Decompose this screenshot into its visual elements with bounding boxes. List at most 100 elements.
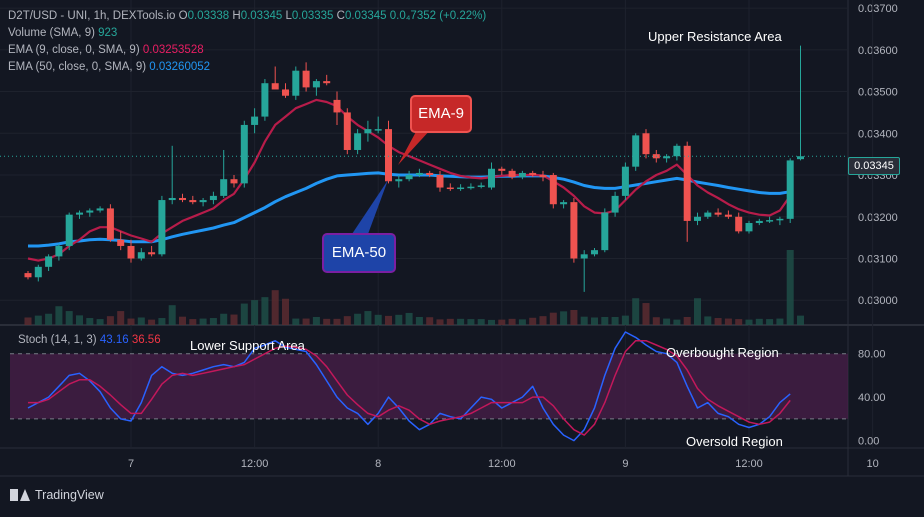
- candle-body: [220, 179, 228, 196]
- volume-bar: [724, 318, 732, 325]
- volume-bar: [766, 319, 774, 325]
- time-tick-label: 12:00: [241, 458, 269, 470]
- candle-body: [271, 83, 279, 90]
- volume-bar: [776, 318, 784, 325]
- price-tick-label: 0.03200: [858, 212, 898, 224]
- candle-body: [776, 218, 784, 221]
- volume-bar: [251, 300, 259, 325]
- candle-body: [766, 220, 774, 222]
- candle-body: [601, 212, 609, 251]
- tradingview-logo[interactable]: TradingView: [10, 486, 104, 504]
- volume-bar: [786, 250, 794, 325]
- candle-body: [34, 266, 42, 278]
- candle-body: [179, 197, 186, 201]
- volume-bar: [508, 318, 516, 325]
- candle-body: [488, 168, 495, 188]
- volume-bar: [148, 319, 156, 325]
- volume-bar: [385, 315, 392, 325]
- time-tick-label: 9: [622, 458, 628, 470]
- candle-body: [529, 172, 537, 176]
- candle-body: [55, 245, 63, 257]
- volume-bar: [652, 317, 660, 325]
- candle-body: [498, 168, 506, 171]
- volume-bar: [323, 318, 331, 325]
- volume-bar: [683, 316, 691, 325]
- volume-bar: [446, 318, 454, 325]
- current-price-tag: 0.03345: [848, 157, 900, 175]
- candle-body: [621, 166, 629, 196]
- volume-bar: [117, 311, 125, 325]
- volume-bar: [714, 318, 722, 325]
- candle-body: [426, 172, 434, 176]
- volume-bar: [312, 316, 320, 325]
- volume-bar: [179, 316, 186, 325]
- candle-body: [323, 81, 331, 84]
- stoch-d-line: [28, 339, 791, 436]
- volume-bar: [673, 319, 681, 325]
- volume-bar: [467, 319, 475, 325]
- oversold-note: Oversold Region: [686, 434, 783, 449]
- candle-body: [683, 145, 691, 221]
- upper-resistance-note: Upper Resistance Area: [648, 29, 782, 44]
- candle-body: [477, 185, 485, 187]
- time-tick-label: 7: [128, 458, 134, 470]
- candle-body: [580, 254, 588, 259]
- time-tick-label: 12:00: [488, 458, 516, 470]
- stoch-legend: Stoch (14, 1, 3) 43.16 36.56: [18, 334, 161, 346]
- candle-body: [209, 195, 217, 201]
- stoch-tick-label: 80.00: [858, 349, 886, 361]
- candle-body: [354, 133, 362, 150]
- candle-body: [106, 208, 114, 240]
- ema50-line: [28, 171, 791, 248]
- ema9-line: [27, 98, 792, 262]
- candle-body: [735, 216, 743, 232]
- candle-body: [611, 195, 619, 213]
- overbought-note: Overbought Region: [666, 345, 779, 360]
- legend-open-label: O: [178, 10, 188, 22]
- volume-bar: [426, 317, 434, 325]
- volume-bar: [549, 312, 557, 325]
- legend-high: 0.03345: [240, 10, 283, 22]
- volume-bar: [580, 316, 588, 325]
- volume-bar: [611, 316, 619, 325]
- tradingview-logo-icon: [10, 489, 30, 501]
- volume-bar: [240, 303, 248, 325]
- chart-legend: D2T/USD - UNI, 1h, DEXTools.io O0.03338 …: [8, 8, 486, 76]
- volume-bar: [621, 315, 629, 325]
- candle-body: [148, 252, 156, 255]
- candle-body: [292, 70, 300, 96]
- volume-bar: [415, 316, 423, 325]
- stoch-tick-label: 40.00: [858, 392, 886, 404]
- volume-bar: [529, 317, 537, 325]
- volume-bar: [601, 316, 609, 325]
- legend-ema50-row: EMA (50, close, 0, SMA, 9) 0.03260052: [8, 59, 486, 76]
- volume-bar: [106, 316, 114, 325]
- candle-body: [45, 256, 53, 267]
- volume-bar: [24, 317, 32, 325]
- candle-body: [642, 133, 650, 155]
- candle-body: [745, 223, 753, 232]
- candle-body: [518, 172, 526, 178]
- volume-bar: [498, 319, 506, 325]
- candle-body: [117, 239, 125, 246]
- tradingview-brand-name: TradingView: [35, 488, 104, 502]
- legend-ema9-value: 0.03253528: [142, 44, 204, 56]
- legend-volume-label: Volume (SMA, 9): [8, 27, 95, 39]
- candle-body: [230, 179, 238, 184]
- volume-bar: [158, 318, 166, 325]
- volume-bar: [96, 319, 104, 325]
- candle-body: [333, 99, 341, 113]
- candle-body: [158, 200, 166, 255]
- price-tick-label: 0.03500: [858, 87, 898, 99]
- volume-bar: [34, 315, 42, 325]
- volume-bar: [632, 298, 640, 325]
- volume-bar: [292, 318, 300, 325]
- candle-body: [467, 186, 475, 189]
- volume-bar: [354, 313, 362, 325]
- ema50-callout: EMA-50: [322, 233, 396, 273]
- volume-bar: [199, 318, 207, 325]
- volume-bar: [477, 319, 485, 325]
- legend-ema50-value: 0.03260052: [149, 61, 211, 73]
- candle-body: [282, 89, 289, 96]
